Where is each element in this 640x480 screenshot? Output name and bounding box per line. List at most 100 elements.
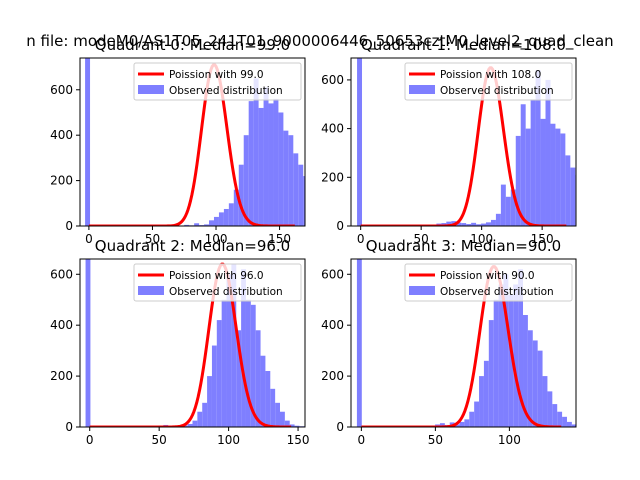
y-tick-label: 0	[336, 219, 344, 233]
y-tick-label: 0	[65, 219, 73, 233]
legend-patch-swatch	[138, 286, 164, 295]
histogram-bar	[233, 189, 239, 226]
histogram-bar	[294, 425, 300, 427]
histogram-bar	[570, 167, 576, 226]
histogram-bar	[197, 411, 203, 427]
x-tick-label: 100	[205, 232, 228, 246]
histogram-bar	[461, 223, 467, 226]
axes-frame	[350, 258, 577, 428]
histogram-bar	[289, 424, 295, 427]
histogram-bar	[85, 259, 91, 427]
histogram-bar	[216, 320, 222, 427]
histogram-bar	[260, 355, 266, 427]
subplot-title: Quadrant 1: Median=108.0	[361, 36, 566, 54]
histogram-bar	[204, 224, 210, 226]
x-tick-label: 0	[357, 232, 365, 246]
histogram-bar	[323, 216, 328, 226]
histogram-bar	[479, 376, 484, 427]
histogram-bar	[243, 135, 249, 226]
x-tick-label: 150	[287, 433, 310, 447]
legend-label-observed: Observed distribution	[169, 286, 283, 298]
legend-label-poisson: Poission with 108.0	[440, 69, 541, 81]
histogram-bar	[542, 376, 548, 427]
histogram-bar	[595, 214, 600, 226]
histogram-bar	[585, 199, 590, 226]
histogram-bar	[550, 123, 556, 226]
histogram-bar	[85, 58, 91, 226]
axes-frame	[79, 57, 306, 227]
histogram-bar	[508, 294, 514, 427]
histogram-bar	[582, 426, 587, 427]
histogram-bar	[466, 224, 472, 226]
legend-label-poisson: Poission with 99.0	[169, 69, 264, 81]
legend-label-observed: Observed distribution	[169, 85, 283, 97]
histogram-bar	[228, 203, 234, 226]
histogram-bar	[532, 340, 538, 427]
histogram-bar	[547, 391, 553, 427]
histogram-bar	[202, 402, 208, 427]
histogram-bar	[474, 401, 480, 427]
histogram-bar	[503, 274, 509, 427]
histogram-bar	[238, 164, 244, 226]
histogram-bar	[476, 224, 482, 226]
histogram-bar	[483, 360, 489, 427]
y-tick-label: 400	[50, 318, 73, 332]
x-tick-label: 50	[145, 232, 160, 246]
histogram-bar	[490, 219, 496, 226]
y-tick-label: 200	[50, 369, 73, 383]
legend: Poission with 108.0 Observed distribution	[404, 62, 573, 101]
histogram-bar	[308, 190, 313, 226]
histogram-bar	[275, 402, 280, 427]
histogram-bar	[218, 212, 224, 226]
histogram-bar	[298, 164, 304, 226]
x-tick-label: 0	[85, 232, 93, 246]
legend: Poission with 96.0 Observed distribution	[133, 263, 302, 302]
legend-label-observed: Observed distribution	[440, 85, 554, 97]
poisson-curve	[361, 265, 562, 427]
histogram-bar	[566, 421, 572, 427]
x-tick-label: 100	[498, 433, 521, 447]
histogram-bar	[615, 224, 620, 226]
histogram-bar	[283, 130, 289, 226]
histogram-bar	[518, 269, 524, 427]
subplot-title: Quadrant 3: Median=90.0	[366, 237, 561, 255]
histogram-bar	[265, 371, 271, 427]
y-tick-label: 400	[321, 318, 344, 332]
histogram-bar	[255, 330, 261, 427]
histogram-bar	[488, 320, 494, 427]
histogram-bar	[278, 112, 284, 226]
axes-frame	[350, 57, 577, 227]
histogram-bar	[213, 216, 219, 226]
histogram-bar	[562, 416, 567, 427]
histogram-bar	[313, 192, 318, 226]
histogram-bar	[263, 87, 269, 226]
histogram-bar	[590, 209, 595, 226]
histogram-bar	[357, 58, 363, 226]
x-tick-label: 150	[268, 232, 291, 246]
histogram-bar	[446, 221, 452, 226]
histogram-bar	[303, 176, 305, 226]
histogram-bar	[525, 128, 531, 226]
y-tick-label: 600	[321, 73, 344, 87]
histogram-bar	[356, 259, 362, 427]
legend-patch-swatch	[409, 286, 435, 295]
histogram-bar	[236, 330, 242, 427]
histogram-bar	[245, 299, 251, 427]
histogram-bar	[280, 411, 285, 427]
legend: Poission with 90.0 Observed distribution	[404, 263, 573, 302]
histogram-bar	[495, 213, 501, 226]
histogram-bar	[253, 78, 259, 226]
legend-label-observed: Observed distribution	[440, 286, 554, 298]
legend-box	[404, 62, 573, 101]
histogram-bar	[273, 98, 279, 226]
y-tick-label: 200	[50, 174, 73, 188]
x-tick-label: 50	[414, 232, 429, 246]
x-tick-label: 0	[358, 433, 366, 447]
histogram-bar	[620, 225, 625, 226]
legend-patch-swatch	[138, 85, 164, 94]
histogram-bar	[250, 304, 256, 427]
histogram-bar	[500, 184, 506, 226]
histogram-bar	[288, 135, 294, 226]
histogram-bar	[270, 388, 276, 427]
histogram-bar	[540, 118, 546, 226]
